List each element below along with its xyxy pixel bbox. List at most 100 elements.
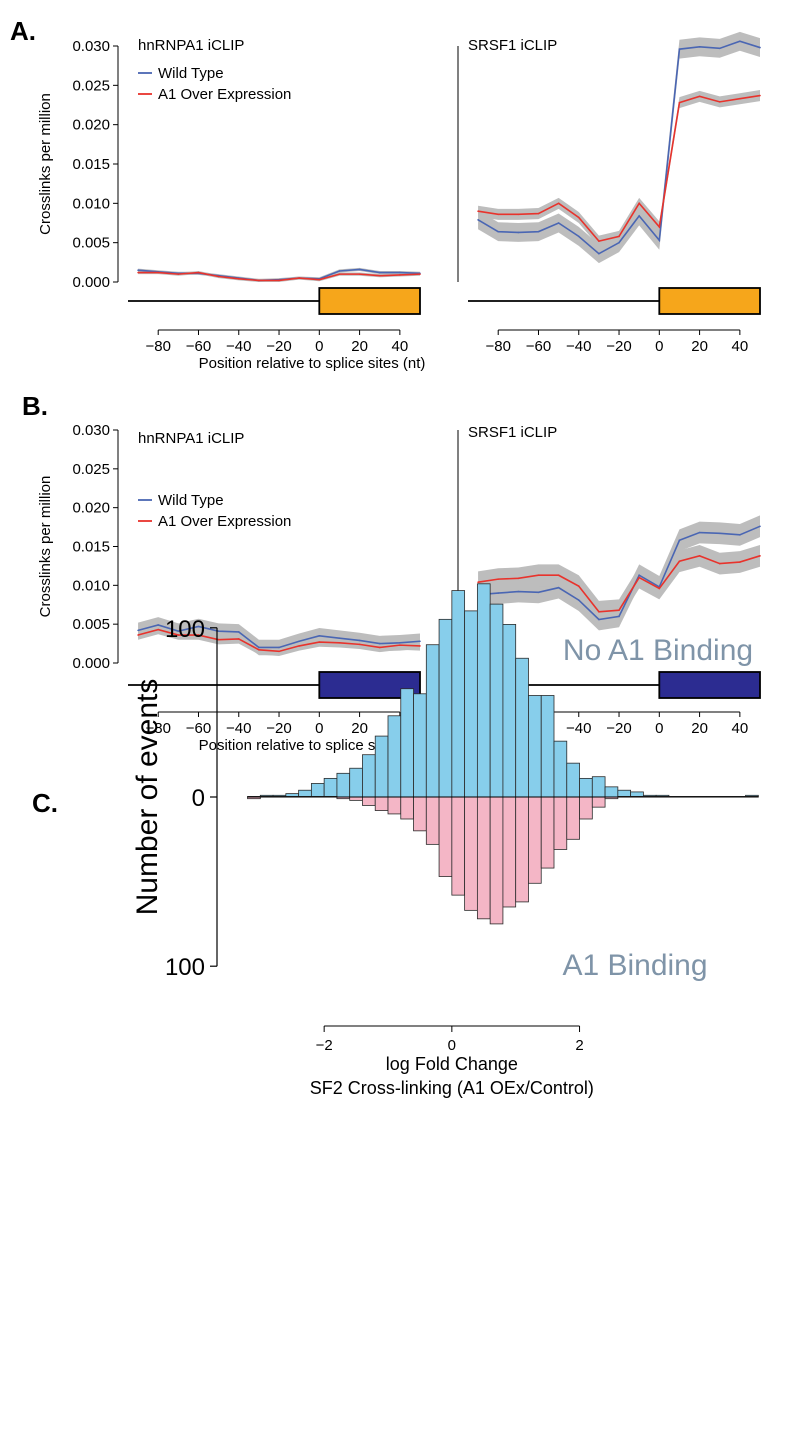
data-point-1-neg20: [278, 650, 280, 653]
data-point-0-neg30: [258, 646, 260, 649]
data-point-0-pos20: [698, 531, 701, 534]
data-point-1-neg60: [197, 634, 200, 636]
confidence-band: [478, 90, 760, 247]
histogram-bar-a1-binding-20: [502, 796, 517, 908]
data-point-0-pos20: [698, 45, 701, 48]
y-tick-label: 0.010: [72, 195, 110, 212]
data-point-0-pos10: [338, 270, 341, 272]
data-point-0-pos20: [358, 639, 361, 642]
data-point-0-pos20: [358, 268, 361, 271]
data-point-0-pos10: [338, 637, 341, 639]
data-point-0-zero0: [658, 239, 661, 242]
histogram-bar-a1-binding-26: [579, 796, 593, 820]
histogram-bar-no-a1-binding-23: [540, 695, 555, 798]
data-point-1-pos10: [678, 560, 681, 563]
data-point-1-pos10: [338, 642, 341, 644]
data-point-0-neg10: [638, 215, 640, 217]
y-tick-label: 100: [165, 616, 205, 643]
data-point-1-zero0: [318, 641, 321, 643]
data-point-0-pos10: [678, 48, 681, 50]
line-chart-b-hnrnpa1: 0.000 0.005 0.010 0.015 0.020 0.025 0.030 Cross…: [37, 422, 425, 754]
exon-box: [658, 671, 761, 699]
x-tick-label: −40: [226, 338, 251, 355]
histogram-bar-a1-binding-13: [413, 796, 427, 832]
data-point-1-pos50: [759, 555, 761, 557]
data-point-1-neg20: [618, 609, 620, 611]
data-point-0-neg50: [557, 222, 560, 224]
data-point-0-neg50: [217, 630, 220, 632]
exon-box: [658, 287, 761, 315]
x-tick-label: 20: [691, 338, 708, 355]
data-point-1-neg40: [577, 585, 580, 587]
y-tick-label: 0.020: [72, 117, 110, 134]
histogram-bar-no-a1-binding-17: [464, 610, 478, 798]
data-point-1-neg30: [258, 279, 260, 282]
data-point-0-zero0: [318, 635, 321, 637]
data-point-1-pos40: [399, 274, 401, 276]
histogram-bar-a1-binding-15: [438, 796, 453, 877]
x-tick-label: −80: [145, 338, 170, 355]
line-chart-a-srsf1: SRSF1 iCLIP −80 −60 −40 −20 0 20 40: [457, 31, 761, 355]
confidence-band: [138, 267, 420, 282]
data-point-1-neg40: [237, 278, 240, 280]
histogram-bar-no-a1-binding-19: [489, 603, 504, 798]
data-point-1-neg50: [217, 275, 220, 278]
plot-title: hnRNPA1 iCLIP: [138, 37, 244, 54]
panel-label-c: C.: [32, 788, 58, 818]
x-tick-label: −20: [606, 338, 631, 355]
plot-title: SRSF1 iCLIP: [468, 424, 557, 441]
data-point-1-pos50: [419, 273, 421, 275]
histogram-bar-a1-binding-8: [349, 796, 363, 801]
data-point-0-pos30: [718, 47, 721, 50]
data-point-1-pos50: [419, 645, 421, 647]
y-tick-label: 0.000: [72, 274, 110, 291]
data-point-0-neg30: [598, 618, 600, 621]
data-point-0-pos40: [739, 40, 741, 43]
legend-label: A1 Over Expression: [158, 86, 291, 103]
data-point-1-neg90: [477, 210, 479, 212]
histogram-bar-no-a1-binding-9: [362, 754, 376, 798]
data-point-1-neg40: [237, 638, 240, 640]
data-point-1-pos10: [338, 273, 341, 275]
data-point-1-neg50: [557, 574, 560, 577]
x-tick-label: −60: [186, 720, 211, 737]
data-point-0-pos50: [419, 640, 421, 643]
y-tick-label: 0.025: [72, 77, 110, 94]
x-tick-label: −80: [145, 720, 170, 737]
x-tick-label: −2: [316, 1037, 333, 1054]
histogram-bar-no-a1-binding-10: [374, 735, 389, 798]
data-point-1-pos40: [739, 561, 741, 563]
histogram-bar-no-a1-binding-11: [387, 715, 402, 798]
data-point-0-neg60: [197, 625, 200, 628]
histogram-bar-a1-binding-9: [362, 796, 376, 806]
histogram-bar-no-a1-binding-7: [336, 772, 351, 798]
data-point-1-pos20: [698, 95, 701, 98]
data-point-0-neg90: [477, 219, 479, 221]
legend-label: A1 Over Expression: [158, 513, 291, 530]
data-point-0-pos30: [378, 271, 381, 274]
data-point-0-pos40: [739, 534, 741, 536]
y-tick-label: 0.005: [72, 616, 110, 633]
data-point-1-neg90: [477, 581, 479, 584]
data-point-1-neg60: [537, 212, 540, 215]
line-chart-a-hnrnpa1: 0.000 0.005 0.010 0.015 0.020 0.025 0.030 Cross…: [37, 37, 425, 372]
data-point-1-pos50: [759, 94, 761, 97]
x-tick-label: −40: [226, 720, 251, 737]
legend-label: Wild Type: [158, 65, 224, 82]
data-point-0-neg40: [577, 235, 580, 238]
data-point-1-neg60: [537, 574, 540, 577]
histogram-bar-a1-binding-24: [553, 796, 568, 850]
data-point-1-neg80: [157, 628, 160, 631]
confidence-band: [478, 31, 760, 264]
x-tick-label: −60: [186, 338, 211, 355]
x-tick-label: −80: [485, 338, 510, 355]
x-axis-title: log Fold Change: [386, 1054, 518, 1074]
x-tick-label: −20: [266, 720, 291, 737]
data-point-0-neg10: [638, 574, 640, 577]
data-point-1-neg30: [258, 648, 260, 651]
x-tick-label: 40: [732, 720, 749, 737]
confidence-band: [478, 515, 760, 631]
data-point-1-neg10: [298, 277, 300, 279]
data-point-1-neg50: [557, 202, 560, 205]
y-axis-title: Crosslinks per million: [37, 476, 54, 618]
